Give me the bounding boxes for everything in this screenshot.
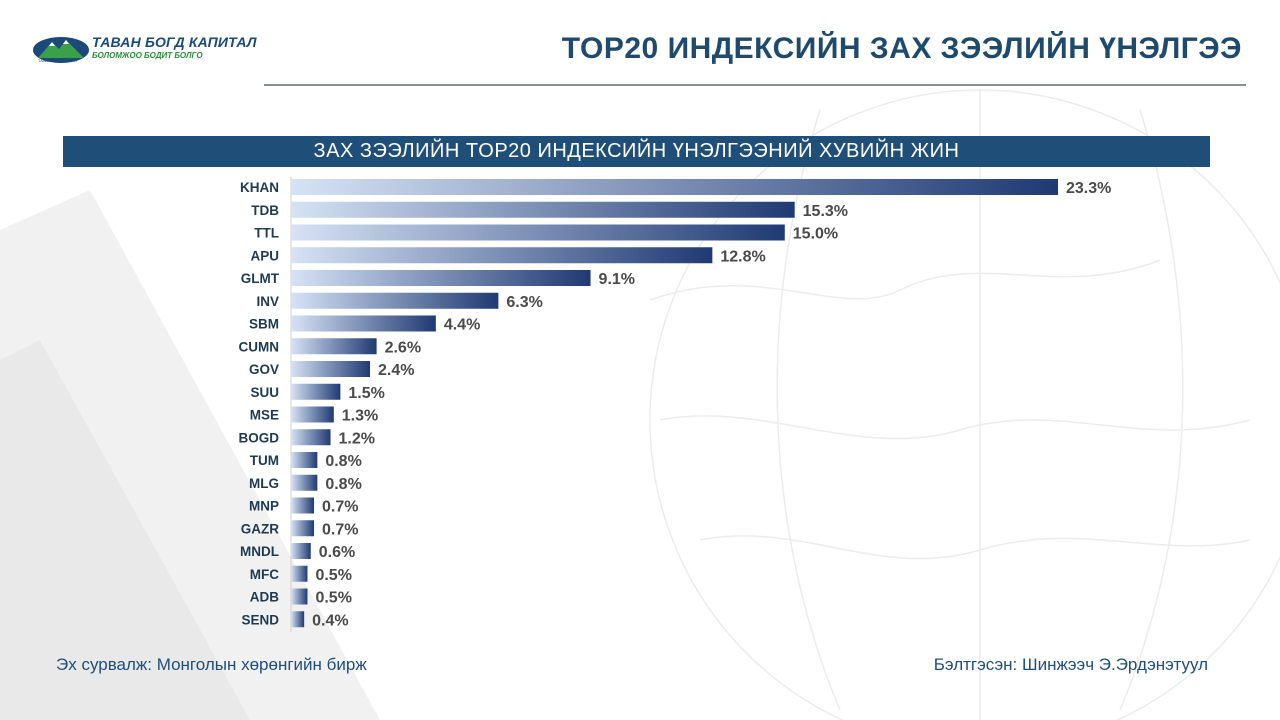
- category-label-mfc: MFC: [250, 567, 279, 582]
- bar-mse: [291, 406, 334, 423]
- bar-tdb: [291, 201, 795, 218]
- value-label-mfc: 0.5%: [315, 567, 351, 584]
- value-label-mse: 1.3%: [342, 408, 378, 425]
- bar-inv: [291, 292, 499, 309]
- title-divider: [264, 84, 1246, 86]
- bar-cumn: [291, 338, 377, 355]
- value-label-cumn: 2.6%: [385, 339, 421, 356]
- bar-mndl: [291, 543, 311, 559]
- value-label-inv: 6.3%: [506, 294, 542, 311]
- logo-tagline: БОЛОМЖОО БОДИТ БОЛГО: [92, 51, 203, 60]
- value-label-mndl: 0.6%: [319, 544, 355, 561]
- value-label-tum: 0.8%: [325, 453, 361, 470]
- bar-glmt: [291, 270, 591, 286]
- category-label-bogd: BOGD: [239, 430, 280, 445]
- page-title: TOP20 ИНДЕКСИЙН ЗАХ ЗЭЭЛИЙН ҮНЭЛГЭЭ: [561, 32, 1242, 65]
- category-label-adb: ADB: [250, 590, 279, 605]
- value-label-gazr: 0.7%: [322, 521, 358, 538]
- value-label-tdb: 15.3%: [803, 203, 848, 220]
- bar-gazr: [291, 520, 315, 537]
- category-label-gov: GOV: [249, 362, 279, 377]
- value-label-adb: 0.5%: [315, 590, 351, 607]
- logo-group-name: ТАВАН БОГД ГРУПП: [38, 58, 77, 63]
- value-label-bogd: 1.2%: [339, 430, 375, 447]
- category-label-mndl: MNDL: [240, 544, 279, 559]
- category-label-suu: SUU: [250, 385, 279, 400]
- value-label-khan: 23.3%: [1066, 180, 1111, 197]
- value-label-glmt: 9.1%: [599, 271, 635, 288]
- author-note: Бэлтгэсэн: Шинжээч Э.Эрдэнэтуул: [933, 655, 1208, 674]
- category-label-inv: INV: [256, 294, 279, 309]
- bar-apu: [291, 247, 713, 264]
- value-label-ttl: 15.0%: [793, 226, 838, 243]
- category-label-mnp: MNP: [249, 499, 279, 514]
- category-label-apu: APU: [250, 248, 279, 263]
- value-label-send: 0.4%: [312, 612, 348, 629]
- bar-send: [291, 611, 305, 628]
- value-label-apu: 12.8%: [720, 248, 765, 265]
- bar-gov: [291, 361, 371, 377]
- bar-suu: [291, 383, 341, 400]
- bar-mnp: [291, 497, 315, 514]
- value-label-mlg: 0.8%: [325, 476, 361, 493]
- chart-title: ЗАХ ЗЭЭЛИЙН TOP20 ИНДЕКСИЙН ҮНЭЛГЭЭНИЙ Х…: [63, 136, 1210, 167]
- category-label-mse: MSE: [250, 408, 279, 423]
- category-label-tum: TUM: [250, 453, 279, 468]
- bar-mfc: [291, 565, 308, 582]
- bar-khan: [291, 179, 1058, 195]
- value-label-suu: 1.5%: [348, 385, 384, 402]
- bar-sbm: [291, 315, 436, 332]
- bar-tum: [291, 452, 318, 468]
- category-label-tdb: TDB: [251, 203, 279, 218]
- category-label-mlg: MLG: [249, 476, 279, 491]
- bar-ttl: [291, 224, 785, 241]
- mountain-logo-icon: [33, 37, 89, 63]
- value-label-gov: 2.4%: [378, 362, 414, 379]
- logo-company-name: ТАВАН БОГД КАПИТАЛ: [92, 34, 257, 50]
- category-label-send: SEND: [241, 612, 279, 627]
- category-label-cumn: CUMN: [239, 339, 280, 354]
- bar-adb: [291, 588, 308, 605]
- bar-bogd: [291, 429, 331, 446]
- category-label-gazr: GAZR: [241, 521, 279, 536]
- category-label-glmt: GLMT: [241, 271, 280, 286]
- company-logo: ТАВАН БОГД КАПИТАЛ БОЛОМЖОО БОДИТ БОЛГО …: [32, 34, 257, 68]
- value-label-sbm: 4.4%: [444, 317, 480, 334]
- source-note: Эх сурвалж: Монголын хөрөнгийн бирж: [56, 655, 367, 674]
- value-label-mnp: 0.7%: [322, 499, 358, 516]
- category-label-sbm: SBM: [249, 317, 279, 332]
- bar-mlg: [291, 474, 318, 491]
- category-label-khan: KHAN: [240, 180, 279, 195]
- category-label-ttl: TTL: [254, 226, 279, 241]
